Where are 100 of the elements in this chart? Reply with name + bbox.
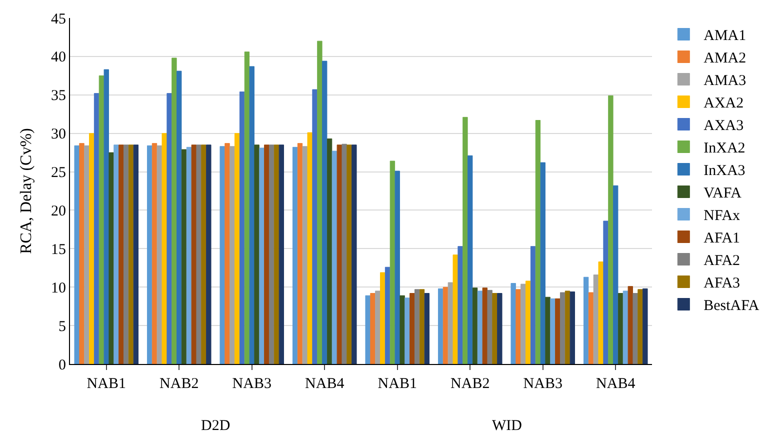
bar [598, 261, 604, 364]
bar [628, 286, 633, 364]
bar [108, 152, 114, 364]
bar [74, 145, 80, 364]
bar [632, 293, 638, 364]
bar [128, 144, 134, 364]
bar [118, 144, 124, 364]
bar [224, 143, 230, 364]
x-tick-label: NAB3 [523, 376, 562, 392]
bar [220, 146, 225, 364]
bar [201, 144, 206, 364]
y-tick-label: 25 [51, 165, 66, 182]
bar [79, 143, 84, 364]
y-tick-label: 5 [58, 318, 66, 335]
bar [583, 276, 589, 364]
bar [370, 293, 376, 364]
text: WID [492, 418, 522, 434]
bar [603, 220, 608, 364]
bar [384, 266, 390, 364]
bar [462, 116, 468, 364]
x-tick-label: NAB2 [450, 376, 490, 392]
bar [516, 289, 521, 364]
bar [123, 144, 129, 364]
legend-label: NFAx [704, 208, 741, 224]
y-tick-label: 40 [51, 50, 66, 66]
bar [555, 298, 560, 364]
y-tick-label: 45 [51, 11, 66, 28]
bar [472, 288, 478, 364]
bar [608, 95, 614, 364]
bar [468, 155, 473, 364]
bar [206, 144, 212, 364]
bar [152, 143, 158, 364]
bar [249, 66, 254, 364]
bar [560, 292, 566, 364]
bar [365, 295, 370, 364]
bar [380, 272, 386, 364]
bar [278, 144, 284, 364]
bar [317, 40, 322, 364]
y-tick-label: 20 [51, 203, 66, 220]
y-tick-label: 30 [51, 126, 66, 143]
y-axis-title: RCA, Delay (Cv%) [18, 128, 35, 254]
bar [254, 144, 260, 364]
bar [342, 144, 347, 364]
bar [181, 149, 187, 364]
bar [326, 138, 332, 364]
bar [410, 293, 415, 364]
bar [497, 293, 502, 364]
bar [526, 280, 531, 364]
bar [638, 289, 643, 364]
bar [264, 144, 270, 364]
bar [613, 185, 618, 364]
bar [176, 70, 182, 364]
legend-label: VAFA [704, 186, 742, 202]
bar [588, 292, 594, 364]
bar [458, 246, 463, 364]
bar [442, 286, 448, 364]
bar [550, 298, 556, 364]
bar [104, 69, 109, 364]
bar [84, 145, 90, 364]
y-tick-label: 35 [51, 88, 66, 104]
bar [482, 288, 488, 364]
legend-label: AMA2 [704, 50, 746, 67]
bar [268, 144, 274, 364]
y-tick-label: 10 [51, 280, 66, 296]
bar [520, 284, 526, 364]
bar [414, 289, 420, 364]
x-tick-label: NAB1 [86, 376, 126, 392]
bar [114, 144, 119, 364]
bar [274, 144, 280, 364]
bar [540, 162, 546, 364]
bar [292, 146, 298, 364]
x-tick-label: NAB2 [160, 376, 199, 392]
legend-label: AMA1 [704, 28, 746, 44]
legend-label: InXA2 [704, 140, 746, 157]
bar [259, 148, 264, 364]
bar [487, 290, 492, 364]
bar [196, 144, 202, 364]
bar [618, 293, 624, 364]
bar [172, 58, 177, 364]
x-tick-label: NAB4 [596, 376, 636, 392]
bar [162, 133, 167, 364]
bar [146, 145, 152, 364]
text: D2D [201, 418, 230, 434]
bar [570, 291, 576, 364]
legend-label: AMA3 [704, 73, 746, 90]
bar [400, 295, 405, 364]
bar [492, 293, 498, 364]
legend-label: AFA1 [704, 230, 740, 247]
bar [307, 132, 312, 364]
bar [545, 296, 550, 364]
legend-label: InXA3 [704, 163, 746, 180]
bar [336, 144, 342, 364]
bar [346, 144, 352, 364]
y-tick-label: 0 [58, 357, 66, 374]
bar [89, 133, 94, 364]
bar [375, 290, 380, 364]
bar [166, 93, 172, 364]
bar [404, 298, 410, 364]
legend-label: AXA3 [704, 118, 744, 134]
y-tick-label: 15 [51, 242, 66, 258]
